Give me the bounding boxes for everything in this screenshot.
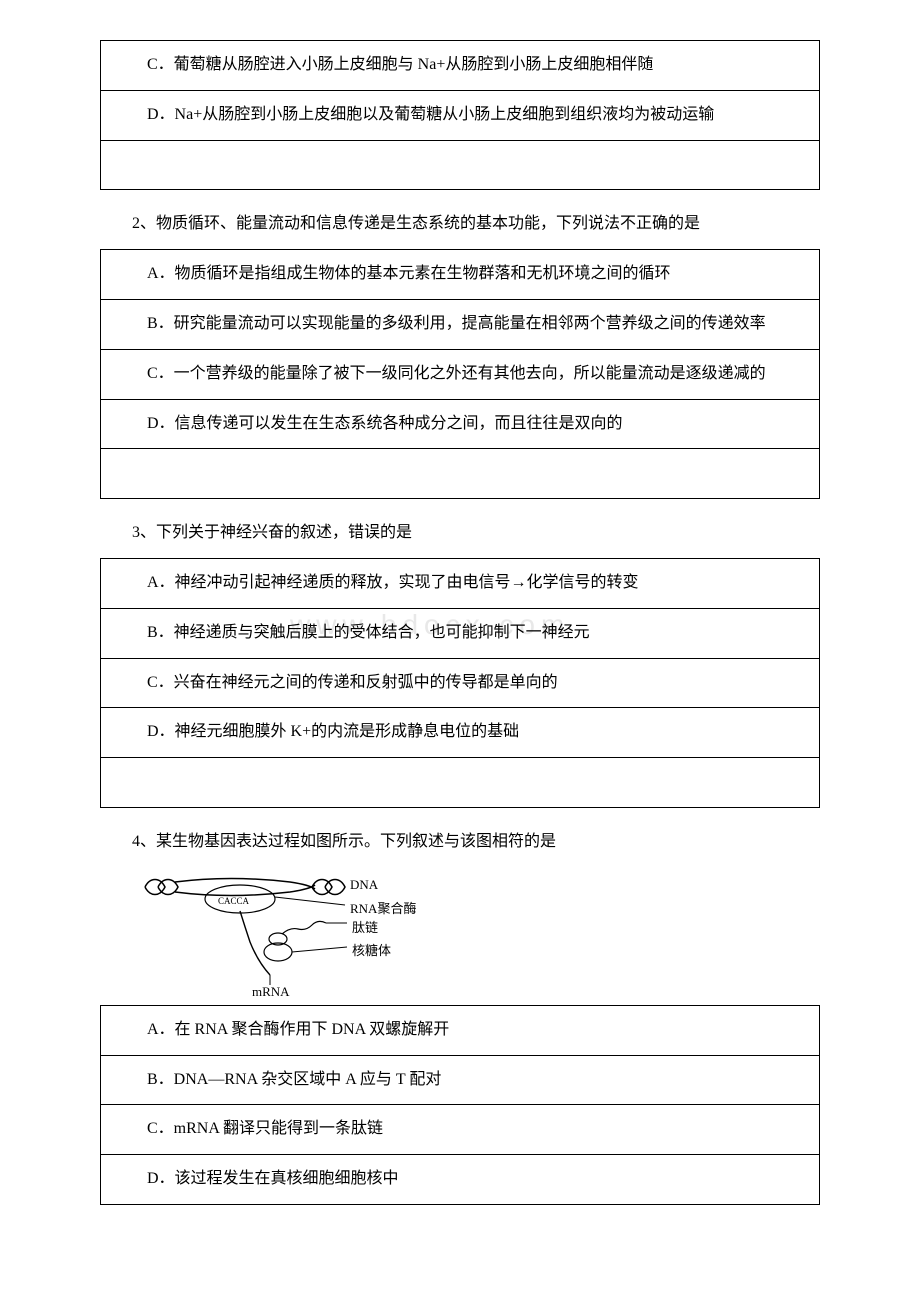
q2-intro: 2、物质循环、能量流动和信息传递是生态系统的基本功能，下列说法不正确的是 <box>100 210 820 239</box>
q4-option-a: A．在 RNA 聚合酶作用下 DNA 双螺旋解开 <box>101 1005 820 1055</box>
q2-option-a-text: A．物质循环是指组成生物体的基本元素在生物群落和无机环境之间的循环 <box>115 260 805 289</box>
q3-option-d: D．神经元细胞膜外 K+的内流是形成静息电位的基础 <box>101 708 820 758</box>
q4-option-b: B．DNA—RNA 杂交区域中 A 应与 T 配对 <box>101 1055 820 1105</box>
q3-option-c: C．兴奋在神经元之间的传递和反射弧中的传导都是单向的 <box>101 658 820 708</box>
q3-option-a-text: A．神经冲动引起神经递质的释放，实现了由电信号→化学信号的转变 <box>115 569 805 598</box>
q3-option-c-text: C．兴奋在神经元之间的传递和反射弧中的传导都是单向的 <box>115 669 805 698</box>
q2-option-d-text: D．信息传递可以发生在生态系统各种成分之间，而且往往是双向的 <box>115 410 805 439</box>
q1-option-d: D．Na+从肠腔到小肠上皮细胞以及葡萄糖从小肠上皮细胞到组织液均为被动运输 <box>101 90 820 140</box>
q4-option-c: C．mRNA 翻译只能得到一条肽链 <box>101 1105 820 1155</box>
q1-option-c: C．葡萄糖从肠腔进入小肠上皮细胞与 Na+从肠腔到小肠上皮细胞相伴随 <box>101 41 820 91</box>
fig-label-cacca: CACCA <box>218 893 249 909</box>
q2-option-blank <box>101 449 820 499</box>
fig-label-peptide: 肽链 <box>352 916 378 939</box>
fig-label-mrna: mRNA <box>252 980 290 1003</box>
q3-option-a: A．神经冲动引起神经递质的释放，实现了由电信号→化学信号的转变 <box>101 558 820 608</box>
q2-option-a: A．物质循环是指组成生物体的基本元素在生物群落和无机环境之间的循环 <box>101 250 820 300</box>
q1-option-blank <box>101 140 820 190</box>
q3-option-d-text: D．神经元细胞膜外 K+的内流是形成静息电位的基础 <box>115 718 805 747</box>
q2-option-b: B．研究能量流动可以实现能量的多级利用，提高能量在相邻两个营养级之间的传递效率 <box>101 299 820 349</box>
q3-options-table: A．神经冲动引起神经递质的释放，实现了由电信号→化学信号的转变 B．神经递质与突… <box>100 558 820 808</box>
q2-option-b-text: B．研究能量流动可以实现能量的多级利用，提高能量在相邻两个营养级之间的传递效率 <box>115 310 805 339</box>
q2-option-c-text: C．一个营养级的能量除了被下一级同化之外还有其他去向，所以能量流动是逐级递减的 <box>115 360 805 389</box>
q4-intro: 4、某生物基因表达过程如图所示。下列叙述与该图相符的是 <box>100 828 820 857</box>
q2-option-c: C．一个营养级的能量除了被下一级同化之外还有其他去向，所以能量流动是逐级递减的 <box>101 349 820 399</box>
q4-option-d-text: D．该过程发生在真核细胞细胞核中 <box>115 1165 805 1194</box>
q4-option-d: D．该过程发生在真核细胞细胞核中 <box>101 1155 820 1205</box>
q4-option-b-text: B．DNA—RNA 杂交区域中 A 应与 T 配对 <box>115 1066 805 1095</box>
q2-options-table: A．物质循环是指组成生物体的基本元素在生物群落和无机环境之间的循环 B．研究能量… <box>100 249 820 499</box>
q3-option-b-text: B．神经递质与突触后膜上的受体结合，也可能抑制下一神经元 <box>115 619 805 648</box>
q1-option-c-text: C．葡萄糖从肠腔进入小肠上皮细胞与 Na+从肠腔到小肠上皮细胞相伴随 <box>115 51 805 80</box>
q3-intro: 3、下列关于神经兴奋的叙述，错误的是 <box>100 519 820 548</box>
q1-option-d-text: D．Na+从肠腔到小肠上皮细胞以及葡萄糖从小肠上皮细胞到组织液均为被动运输 <box>115 101 805 130</box>
q3-option-b: B．神经递质与突触后膜上的受体结合，也可能抑制下一神经元 <box>101 608 820 658</box>
q1-options-tail-table: C．葡萄糖从肠腔进入小肠上皮细胞与 Na+从肠腔到小肠上皮细胞相伴随 D．Na+… <box>100 40 820 190</box>
q4-figure: CACCA DNA RNA聚合酶 肽链 核糖体 mRNA <box>140 867 420 997</box>
q2-option-d: D．信息传递可以发生在生态系统各种成分之间，而且往往是双向的 <box>101 399 820 449</box>
q3-option-blank <box>101 758 820 808</box>
fig-label-dna: DNA <box>350 873 378 896</box>
q4-options-table: A．在 RNA 聚合酶作用下 DNA 双螺旋解开 B．DNA—RNA 杂交区域中… <box>100 1005 820 1205</box>
q4-option-a-text: A．在 RNA 聚合酶作用下 DNA 双螺旋解开 <box>115 1016 805 1045</box>
q4-option-c-text: C．mRNA 翻译只能得到一条肽链 <box>115 1115 805 1144</box>
fig-label-ribosome: 核糖体 <box>352 939 391 962</box>
